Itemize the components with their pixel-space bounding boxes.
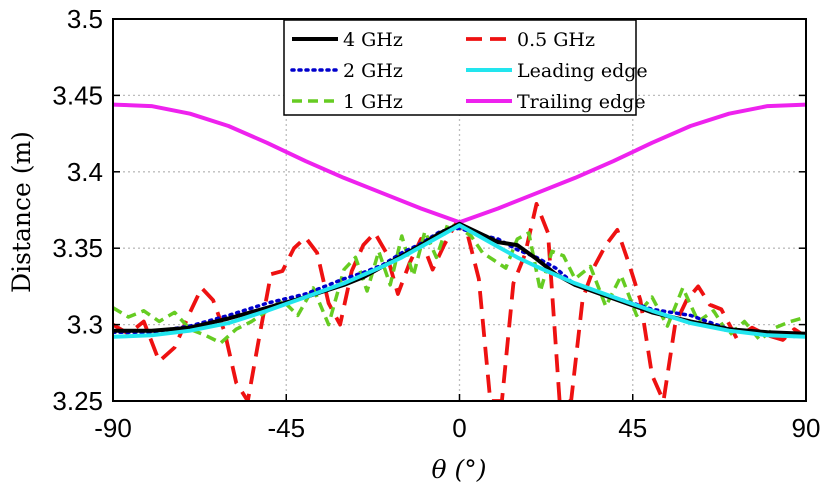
x-tick-label: -90: [94, 413, 132, 443]
y-tick-label: 3.35: [52, 233, 103, 263]
x-tick-label: 45: [618, 413, 647, 443]
x-tick-label: 0: [452, 413, 466, 443]
x-axis-title: θ (°): [431, 455, 486, 484]
legend-label-0-5-ghz: 0.5 GHz: [517, 29, 595, 51]
y-tick-label: 3.3: [67, 310, 103, 340]
legend-label-1-ghz: 1 GHz: [343, 91, 403, 113]
legend-label-trailing-edge: Trailing edge: [517, 91, 646, 113]
y-axis-title: Distance (m): [7, 131, 36, 293]
y-tick-label: 3.25: [52, 386, 103, 416]
y-tick-label: 3.5: [67, 4, 103, 34]
series-lines: [113, 102, 806, 401]
legend: 4 GHz 0.5 GHz 2 GHz Leading edge 1 GHz Traili…: [283, 19, 648, 116]
legend-label-leading-edge: Leading edge: [517, 60, 648, 82]
axis-ticks: -90 -45 0 45 90 3.25 3.3 3.35 3.4 3.45 3.5: [52, 4, 820, 443]
y-tick-label: 3.4: [67, 157, 103, 187]
series-line-leading-edge: [113, 223, 806, 339]
y-tick-label: 3.45: [52, 80, 103, 110]
x-tick-label: -45: [267, 413, 305, 443]
x-tick-label: 90: [792, 413, 821, 443]
legend-label-2-ghz: 2 GHz: [343, 60, 403, 82]
legend-box: [283, 19, 637, 116]
legend-label-4-ghz: 4 GHz: [343, 29, 403, 51]
